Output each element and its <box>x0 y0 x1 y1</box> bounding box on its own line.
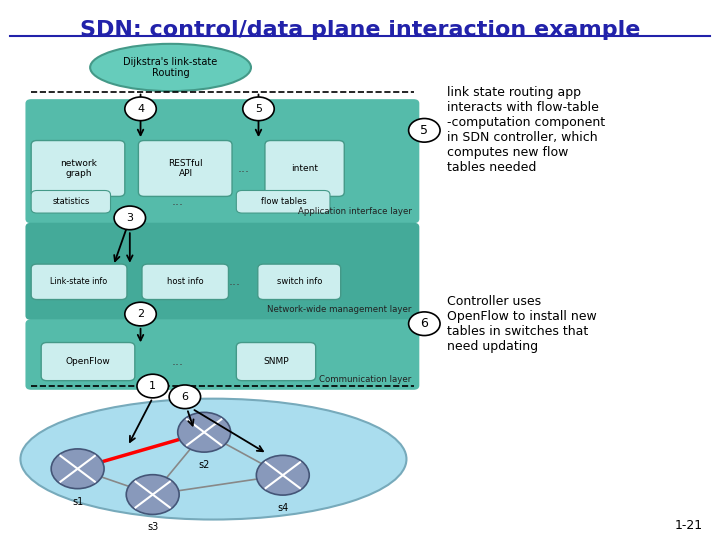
Circle shape <box>114 206 145 230</box>
Text: ...: ... <box>238 162 249 175</box>
FancyBboxPatch shape <box>31 191 110 213</box>
Circle shape <box>169 385 201 409</box>
Text: ...: ... <box>229 275 241 288</box>
Text: Application interface layer: Application interface layer <box>297 207 411 217</box>
Text: 3: 3 <box>126 213 133 223</box>
Circle shape <box>256 455 310 495</box>
FancyBboxPatch shape <box>236 191 330 213</box>
FancyBboxPatch shape <box>25 320 419 390</box>
FancyBboxPatch shape <box>236 342 315 381</box>
FancyBboxPatch shape <box>142 264 228 300</box>
Text: RESTful
API: RESTful API <box>168 159 203 178</box>
FancyBboxPatch shape <box>31 264 127 300</box>
FancyBboxPatch shape <box>138 140 232 197</box>
Text: switch info: switch info <box>276 278 322 286</box>
Text: flow tables: flow tables <box>261 197 307 206</box>
FancyBboxPatch shape <box>31 140 125 197</box>
Text: s3: s3 <box>147 523 158 532</box>
Circle shape <box>125 97 156 120</box>
Text: statistics: statistics <box>53 197 90 206</box>
Text: 1-21: 1-21 <box>675 519 703 532</box>
Circle shape <box>137 374 168 398</box>
Text: host info: host info <box>167 278 204 286</box>
Text: 4: 4 <box>137 104 144 114</box>
Text: s1: s1 <box>72 497 84 507</box>
Text: Controller uses
OpenFlow to install new
tables in switches that
need updating: Controller uses OpenFlow to install new … <box>447 295 597 353</box>
Text: ...: ... <box>171 355 184 368</box>
FancyBboxPatch shape <box>265 140 344 197</box>
Text: SNMP: SNMP <box>264 357 289 366</box>
Text: 1: 1 <box>149 381 156 391</box>
Text: ...: ... <box>171 195 184 208</box>
Text: OpenFlow: OpenFlow <box>66 357 111 366</box>
FancyBboxPatch shape <box>25 222 419 320</box>
Text: Link-state info: Link-state info <box>50 278 108 286</box>
Ellipse shape <box>20 399 407 519</box>
Text: 5: 5 <box>255 104 262 114</box>
Text: 5: 5 <box>420 124 428 137</box>
Text: link state routing app
interacts with flow-table
-computation component
in SDN c: link state routing app interacts with fl… <box>447 86 606 174</box>
Text: Network-wide management layer: Network-wide management layer <box>267 305 411 314</box>
Text: s2: s2 <box>199 460 210 470</box>
Text: Dijkstra's link-state
Routing: Dijkstra's link-state Routing <box>123 57 217 78</box>
Circle shape <box>409 118 440 142</box>
Text: intent: intent <box>291 164 318 173</box>
Text: s4: s4 <box>277 503 289 513</box>
Circle shape <box>125 302 156 326</box>
Ellipse shape <box>90 44 251 91</box>
FancyBboxPatch shape <box>41 342 135 381</box>
Text: network
graph: network graph <box>60 159 96 178</box>
Circle shape <box>409 312 440 335</box>
Circle shape <box>126 475 179 515</box>
Text: 6: 6 <box>181 392 189 402</box>
Text: Communication layer: Communication layer <box>319 375 411 384</box>
Text: SDN: control/data plane interaction example: SDN: control/data plane interaction exam… <box>80 20 640 40</box>
Text: 6: 6 <box>420 317 428 330</box>
Circle shape <box>51 449 104 489</box>
Circle shape <box>178 413 230 452</box>
Circle shape <box>243 97 274 120</box>
FancyBboxPatch shape <box>25 99 419 223</box>
FancyBboxPatch shape <box>258 264 341 300</box>
Text: 2: 2 <box>137 309 144 319</box>
